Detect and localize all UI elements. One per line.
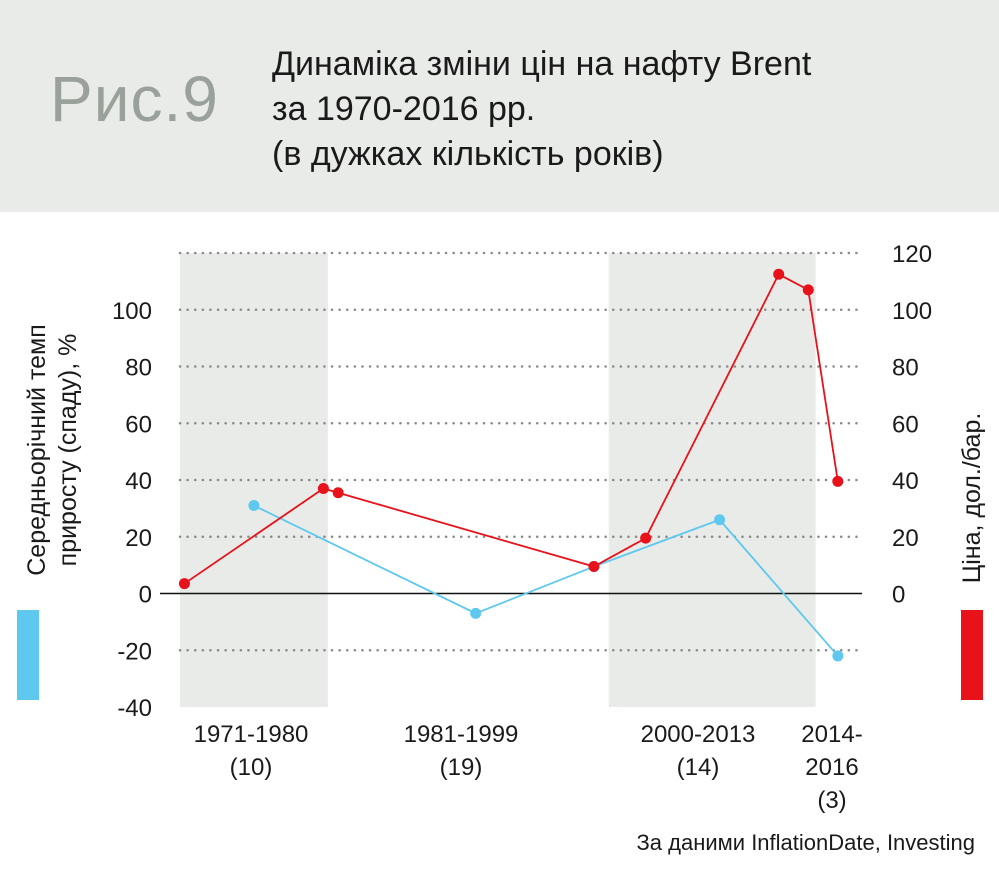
- price-series-point: [178, 578, 190, 590]
- price-series-point: [802, 284, 814, 296]
- header-panel: Рис.9 Динаміка зміни цін на нафту Brent …: [0, 0, 999, 212]
- right-axis-title: Ціна, дол./бар.: [958, 413, 986, 584]
- left-axis-title-line: приросту (спаду), %: [54, 334, 82, 567]
- right-tick-label: 120: [892, 241, 932, 268]
- growth-legend-swatch: [17, 610, 39, 700]
- figure-label: Рис.9: [50, 63, 219, 135]
- growth-series-point: [248, 500, 260, 512]
- chart-title-line-2: за 1970-2016 рр.: [272, 90, 536, 128]
- price-series-point: [332, 487, 344, 499]
- left-tick-label: 40: [125, 468, 152, 495]
- price-legend-swatch: [961, 610, 983, 700]
- growth-series-point: [470, 607, 482, 619]
- left-tick-label: 20: [125, 525, 152, 552]
- period-label-1: (19): [440, 754, 483, 781]
- source-note: За даними InflationDate, Investing: [636, 830, 975, 855]
- chart-title-line-1: Динаміка зміни цін на нафту Brent: [272, 45, 812, 83]
- right-tick-label: 0: [892, 582, 905, 609]
- period-label-2: (14): [677, 754, 720, 781]
- left-tick-label: 100: [112, 298, 152, 325]
- period-label-2: 2000-2013: [641, 721, 756, 748]
- period-label-0: 1971-1980: [194, 721, 309, 748]
- chart-title-line-3: (в дужках кількість років): [272, 135, 664, 173]
- right-tick-label: 60: [892, 411, 919, 438]
- period-label-3: 2016: [805, 754, 858, 781]
- period-band-0: [180, 253, 328, 707]
- left-axis-title-line: Середньорічний темп: [23, 324, 51, 576]
- growth-series-point: [714, 514, 726, 526]
- price-series-point: [588, 561, 600, 573]
- left-tick-label: 0: [139, 582, 152, 609]
- left-tick-label: 80: [125, 355, 152, 382]
- period-label-0: (10): [230, 754, 273, 781]
- price-growth-chart: -40 -20 0 20 40 60 80 100 0 20 40 60 80 100 120 Середнь…: [17, 241, 986, 814]
- price-series-point: [640, 532, 652, 544]
- period-label-3: (3): [817, 787, 846, 814]
- right-tick-label: 20: [892, 525, 919, 552]
- growth-series-point: [832, 650, 844, 662]
- right-tick-label: 40: [892, 468, 919, 495]
- right-tick-label: 100: [892, 298, 932, 325]
- period-label-3: 2014-: [801, 721, 862, 748]
- left-tick-label: -20: [117, 638, 152, 665]
- price-series-point: [832, 475, 844, 487]
- right-tick-label: 80: [892, 355, 919, 382]
- left-tick-label: -40: [117, 695, 152, 722]
- price-series-point: [773, 268, 785, 280]
- period-label-1: 1981-1999: [404, 721, 519, 748]
- chart-title: Динаміка зміни цін на нафту Brent за 197…: [272, 42, 972, 177]
- price-series-point: [317, 483, 329, 495]
- left-tick-label: 60: [125, 411, 152, 438]
